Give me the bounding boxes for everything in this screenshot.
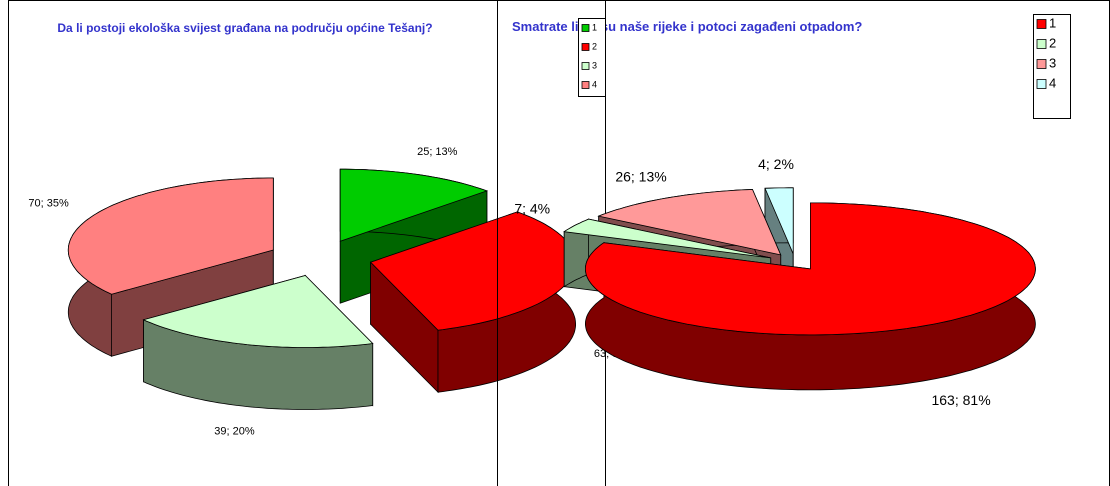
legend-swatch	[1036, 79, 1047, 89]
pie-slice-3d	[585, 202, 1036, 391]
pie-slice	[339, 168, 489, 242]
pie-slice-3d	[764, 187, 794, 309]
data-label: 4; 2%	[758, 156, 794, 172]
pie-slice	[563, 218, 771, 259]
pie-slice	[67, 177, 274, 295]
pie-slice-3d	[142, 274, 374, 410]
legend-swatch	[1036, 59, 1047, 69]
pie-slice-3d	[369, 211, 576, 394]
legend-label: 1	[1049, 15, 1056, 30]
pie-slice-3d	[339, 168, 489, 304]
data-label: 7; 4%	[514, 201, 550, 217]
legend-swatch	[1036, 19, 1047, 29]
legend-label: 4	[592, 79, 597, 89]
pie-slice	[585, 202, 1036, 336]
data-label: 163; 81%	[931, 392, 990, 408]
legend-label: 2	[1049, 35, 1056, 50]
chart-title: Da li postoji ekološka svijest građana n…	[57, 21, 433, 35]
pie-slice	[764, 187, 794, 254]
legend-swatch	[581, 81, 590, 89]
legend-label: 2	[592, 41, 597, 51]
legend-swatch	[1036, 39, 1047, 49]
data-label: 25; 13%	[417, 146, 458, 158]
data-label: 70; 35%	[28, 197, 69, 209]
legend-swatch	[581, 24, 590, 32]
legend-swatch	[581, 62, 590, 70]
pie-slice	[142, 275, 374, 348]
legend-label: 3	[1049, 55, 1056, 70]
data-label: 39; 20%	[214, 426, 255, 438]
legend-label: 4	[1049, 75, 1056, 90]
legend-label: 3	[592, 60, 597, 70]
data-label: 26; 13%	[615, 168, 666, 184]
legend-label: 1	[592, 22, 597, 32]
legend-swatch	[581, 43, 590, 51]
pie-slice	[597, 189, 782, 256]
